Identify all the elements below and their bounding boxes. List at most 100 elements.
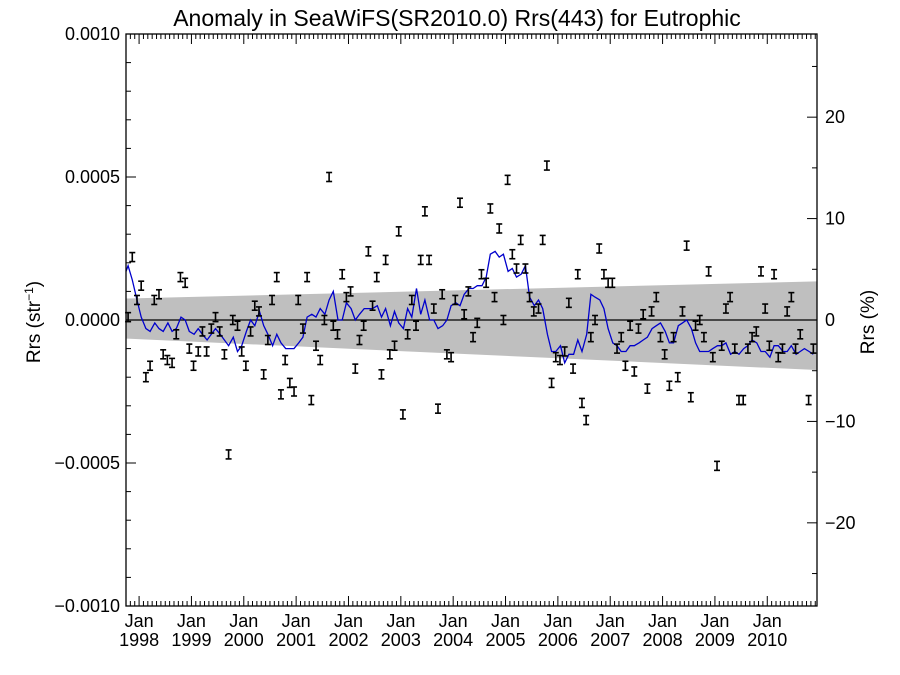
data-point: [592, 314, 599, 326]
data-point: [683, 240, 690, 251]
data-point: [605, 277, 612, 289]
data-point: [670, 331, 677, 343]
y-axis-label-left: Rrs (str−1): [22, 281, 45, 363]
data-point: [456, 197, 463, 209]
data-point: [334, 328, 341, 340]
data-point: [443, 349, 450, 360]
data-point: [229, 314, 236, 326]
data-point: [260, 369, 267, 380]
data-point: [343, 291, 350, 303]
data-point: [674, 371, 681, 383]
data-point: [753, 326, 760, 337]
data-point: [522, 263, 529, 274]
y-axis-label-right: Rrs (%): [858, 290, 879, 354]
data-point: [277, 389, 284, 400]
data-point: [417, 254, 424, 266]
data-point: [513, 263, 520, 274]
data-point: [548, 377, 555, 389]
data-point: [622, 360, 629, 372]
data-point: [618, 331, 625, 343]
data-point: [487, 203, 494, 214]
axes: 0.00100.00050.0000−0.0005−0.001020100−10…: [54, 24, 855, 650]
x-tick-label-year: 2002: [328, 630, 368, 650]
data-point: [395, 226, 402, 237]
x-tick-label-year: 2001: [276, 630, 316, 650]
data-point: [543, 160, 550, 171]
data-point: [221, 349, 228, 360]
data-point: [360, 320, 367, 332]
data-point: [273, 271, 280, 283]
x-tick-label-month: Jan: [125, 611, 154, 631]
x-tick-label-year: 2000: [224, 630, 264, 650]
data-point: [408, 294, 415, 306]
data-point: [644, 383, 651, 394]
data-point: [483, 277, 490, 289]
data-point: [448, 351, 455, 363]
data-point: [308, 394, 315, 406]
plot-area: [125, 160, 817, 472]
x-tick-label-month: Jan: [439, 611, 468, 631]
data-point: [382, 254, 389, 266]
data-point: [138, 280, 145, 291]
data-point: [439, 288, 446, 300]
data-point: [565, 297, 572, 309]
x-tick-label-year: 2006: [538, 630, 578, 650]
data-point: [749, 331, 756, 343]
data-point: [714, 460, 721, 472]
data-point: [291, 386, 298, 397]
data-point: [574, 268, 581, 280]
data-point: [526, 291, 533, 303]
data-point: [779, 343, 786, 354]
data-point: [295, 294, 302, 306]
data-point: [727, 291, 734, 303]
data-point: [805, 394, 812, 406]
data-point: [705, 266, 712, 277]
data-point: [282, 354, 289, 366]
data-point: [784, 306, 791, 317]
data-point: [731, 343, 738, 354]
data-point: [465, 286, 472, 297]
data-point: [269, 294, 276, 306]
data-point: [530, 306, 537, 317]
data-point: [133, 294, 140, 306]
data-point: [164, 354, 171, 366]
data-point: [478, 268, 485, 280]
data-point: [129, 251, 136, 263]
data-point: [386, 349, 393, 360]
data-point: [740, 394, 747, 406]
data-point: [238, 346, 245, 357]
x-tick-label-year: 2008: [643, 630, 683, 650]
x-tick-label-year: 2007: [590, 630, 630, 650]
data-point: [504, 174, 511, 186]
x-tick-label-month: Jan: [177, 611, 206, 631]
data-point: [570, 363, 577, 374]
x-tick-label-year: 1998: [119, 630, 159, 650]
data-point: [648, 306, 655, 317]
data-point: [640, 308, 647, 320]
data-point: [631, 366, 638, 377]
data-point: [766, 340, 773, 352]
data-point: [718, 340, 725, 352]
x-tick-label-month: Jan: [700, 611, 729, 631]
data-point: [614, 343, 621, 354]
data-point: [771, 268, 778, 280]
data-point: [496, 223, 503, 234]
data-point: [736, 394, 743, 406]
x-tick-label-year: 2003: [381, 630, 421, 650]
data-point: [517, 234, 524, 246]
data-point: [696, 314, 703, 326]
data-point: [356, 334, 363, 346]
y-tick-label: 0.0005: [65, 167, 120, 187]
x-tick-label-year: 2005: [486, 630, 526, 650]
data-point: [474, 317, 481, 329]
x-tick-label-month: Jan: [491, 611, 520, 631]
data-point: [378, 369, 385, 380]
chart-title: Anomaly in SeaWiFS(SR2010.0) Rrs(443) fo…: [173, 5, 741, 31]
data-point: [251, 300, 258, 312]
data-point: [635, 323, 642, 334]
data-point: [264, 334, 271, 346]
data-point: [313, 340, 320, 352]
data-point: [797, 328, 804, 340]
data-point: [653, 291, 660, 303]
x-tick-label-year: 2004: [433, 630, 473, 650]
